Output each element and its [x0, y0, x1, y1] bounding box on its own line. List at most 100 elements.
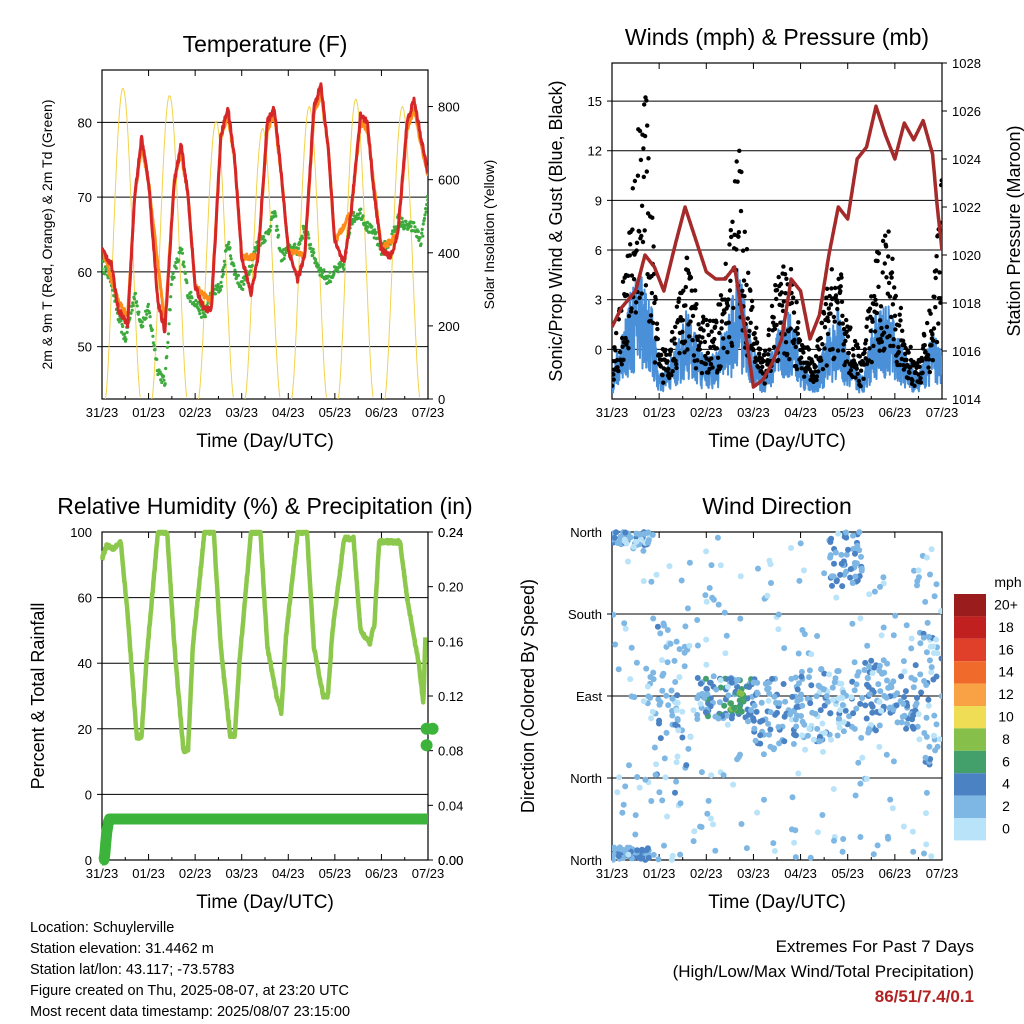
gust-point	[712, 324, 718, 329]
gust-point	[802, 374, 807, 379]
gust-point	[780, 308, 786, 314]
direction-point	[890, 678, 897, 685]
direction-point	[772, 711, 779, 718]
gust-point	[639, 291, 644, 296]
direction-point	[668, 856, 675, 863]
dewpoint-point	[223, 263, 227, 267]
gust-point	[799, 355, 804, 360]
dewpoint-point	[403, 226, 407, 230]
direction-point	[657, 699, 664, 706]
gust-point	[850, 346, 856, 352]
gust-point	[620, 335, 625, 341]
direction-point	[613, 529, 620, 536]
direction-point	[758, 699, 765, 706]
direction-point	[843, 568, 850, 575]
direction-point	[830, 573, 837, 580]
gust-point	[933, 275, 938, 281]
gust-point	[929, 343, 934, 348]
dewpoint-point	[321, 271, 325, 275]
direction-point	[812, 710, 819, 717]
direction-point	[938, 608, 942, 615]
direction-point	[926, 743, 933, 750]
temp-2m-line	[102, 82, 428, 334]
panel-2: 31/23 01/23 02/23 03/23 04/23 05/23 06/23 07/23…	[546, 24, 1024, 452]
gust-point	[616, 368, 621, 374]
direction-point	[634, 847, 641, 854]
gust-point	[688, 319, 693, 324]
direction-point	[866, 691, 873, 698]
gust-point	[708, 345, 713, 350]
direction-point	[876, 698, 883, 705]
direction-point	[862, 659, 869, 666]
y2-tick-label: 0.04	[438, 798, 463, 813]
gust-point	[863, 338, 869, 343]
direction-point	[730, 781, 737, 788]
direction-point	[878, 707, 885, 714]
gust-point	[874, 302, 879, 307]
direction-point	[911, 676, 918, 683]
dewpoint-point	[189, 290, 193, 294]
direction-point	[710, 673, 717, 680]
direction-point	[787, 711, 794, 718]
gust-point	[682, 350, 687, 355]
direction-point	[780, 681, 787, 687]
gust-point	[933, 305, 938, 310]
direction-point	[631, 694, 638, 701]
direction-point	[850, 532, 856, 539]
direction-point	[771, 693, 778, 700]
gust-point	[791, 295, 796, 300]
gust-point	[734, 159, 739, 164]
x-tick-label: 02/23	[179, 405, 212, 420]
gust-point	[613, 348, 618, 353]
direction-point	[835, 695, 842, 702]
direction-point	[676, 674, 683, 681]
gust-point	[670, 369, 675, 374]
direction-point	[728, 715, 735, 722]
direction-point	[622, 529, 629, 536]
direction-point	[831, 679, 838, 686]
gust-point	[886, 229, 891, 234]
gust-point	[928, 311, 933, 316]
direction-point	[636, 854, 643, 861]
dewpoint-point	[166, 340, 170, 345]
direction-point	[852, 792, 859, 799]
gust-point	[825, 315, 830, 320]
gust-point	[816, 347, 822, 352]
y2-tick-label: 0.12	[438, 689, 463, 704]
gust-point	[629, 273, 635, 278]
direction-point	[661, 755, 668, 762]
dewpoint-point	[152, 343, 156, 348]
direction-point	[625, 558, 631, 565]
colorbar-label: 12	[998, 686, 1014, 702]
direction-point	[748, 707, 755, 714]
y2-tick-label: 200	[438, 319, 460, 334]
gust-point	[848, 368, 854, 373]
direction-point	[627, 676, 634, 683]
direction-point	[673, 778, 680, 785]
gust-point	[776, 274, 781, 280]
gust-point	[795, 325, 800, 331]
gust-point	[651, 320, 656, 326]
direction-point	[615, 666, 622, 673]
dewpoint-point	[213, 292, 217, 296]
direction-point	[816, 738, 823, 745]
direction-point	[724, 721, 731, 728]
y2-tick-label: 0.24	[438, 525, 463, 540]
direction-point	[835, 530, 841, 537]
gust-point	[740, 248, 746, 253]
direction-point	[708, 562, 715, 569]
gust-point	[766, 332, 771, 338]
dewpoint-point	[418, 236, 422, 240]
gust-point	[881, 330, 887, 335]
direction-point	[848, 694, 855, 701]
dewpoint-point	[150, 328, 154, 332]
gust-point	[693, 288, 698, 293]
direction-point	[782, 698, 789, 705]
direction-point	[697, 680, 704, 687]
gust-point	[722, 297, 728, 302]
gust-point	[867, 346, 872, 351]
direction-point	[932, 747, 939, 754]
direction-point	[663, 729, 670, 736]
direction-point	[640, 578, 647, 585]
